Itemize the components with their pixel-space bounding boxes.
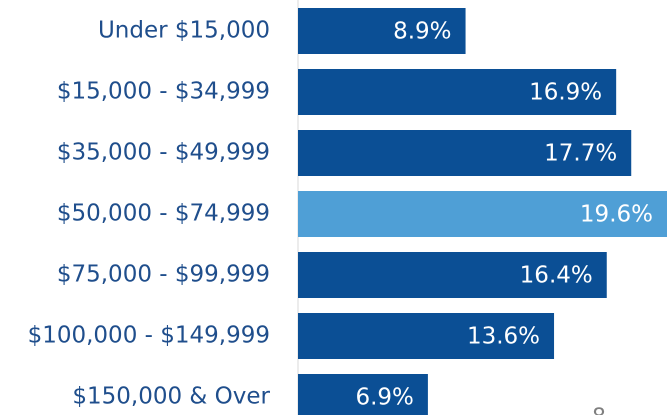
data-label: 19.6% xyxy=(580,202,653,228)
data-label: 16.4% xyxy=(520,263,593,289)
data-label: 13.6% xyxy=(467,324,540,350)
category-label: $15,000 - $34,999 xyxy=(57,79,270,105)
data-label: 8.9% xyxy=(393,19,451,45)
data-label: 16.9% xyxy=(529,80,602,106)
bar xyxy=(298,313,555,359)
category-label: $75,000 - $99,999 xyxy=(57,262,270,288)
category-label: $100,000 - $149,999 xyxy=(28,323,270,349)
bar xyxy=(298,69,617,115)
bar xyxy=(298,130,632,176)
category-label: Under $15,000 xyxy=(98,18,270,44)
bar xyxy=(298,374,428,415)
bar xyxy=(298,8,466,54)
data-label: 6.9% xyxy=(355,385,413,411)
bar xyxy=(298,252,607,298)
bar xyxy=(298,191,667,237)
category-label: $50,000 - $74,999 xyxy=(57,201,270,227)
category-label: $35,000 - $49,999 xyxy=(57,140,270,166)
page-number: 8 xyxy=(592,405,606,415)
data-label: 17.7% xyxy=(544,141,617,167)
category-label: $150,000 & Over xyxy=(72,384,270,410)
